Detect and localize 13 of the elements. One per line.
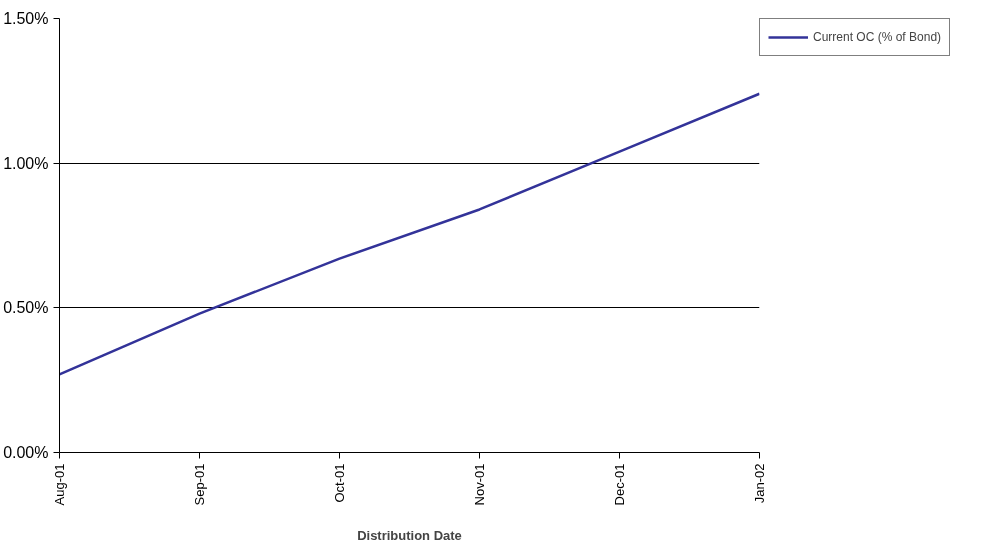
line-series bbox=[59, 92, 760, 376]
y-tick-label: 1.00% bbox=[3, 154, 49, 172]
y-tick-label: 1.50% bbox=[3, 10, 49, 27]
x-tick-label: Dec-01 bbox=[612, 463, 627, 506]
x-tick-label: Sep-01 bbox=[192, 463, 207, 506]
y-tick-label: 0.00% bbox=[3, 444, 49, 461]
y-tick-label: 0.50% bbox=[3, 299, 49, 317]
x-axis-title: Distribution Date bbox=[357, 528, 462, 544]
x-tick-label: Oct-01 bbox=[332, 463, 347, 503]
legend-label: Current OC (% of Bond) bbox=[813, 30, 942, 44]
x-tick-label: Aug-01 bbox=[52, 463, 67, 506]
x-tick-label: Jan-02 bbox=[752, 463, 767, 504]
x-tick-label: Nov-01 bbox=[472, 463, 487, 506]
